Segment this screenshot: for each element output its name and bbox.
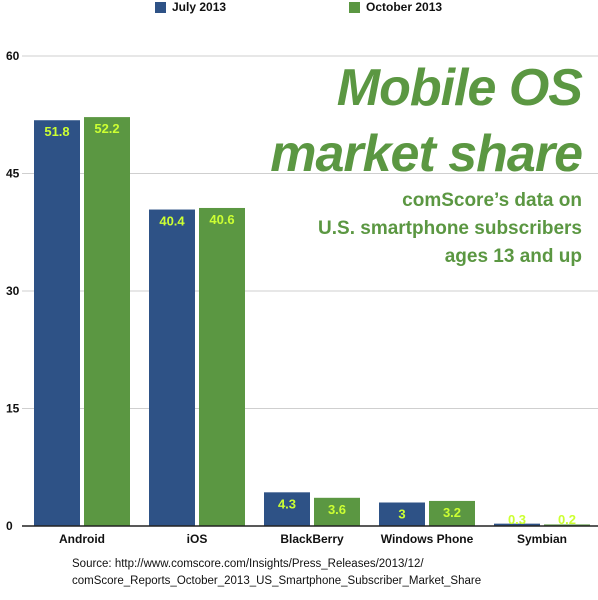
bar-ios-july bbox=[149, 209, 195, 527]
legend-october-label: October 2013 bbox=[366, 0, 443, 14]
x-category-label: Android bbox=[59, 532, 105, 546]
y-tick-label: 30 bbox=[6, 284, 20, 298]
data-label: 0.3 bbox=[508, 512, 526, 527]
legend-october-swatch bbox=[349, 1, 360, 13]
bar-ios-october bbox=[199, 207, 245, 526]
source-line2: comScore_Reports_October_2013_US_Smartph… bbox=[72, 575, 482, 587]
chart-title-line2: market share bbox=[270, 125, 583, 183]
legend-july-swatch bbox=[155, 1, 166, 13]
data-label: 40.6 bbox=[209, 212, 234, 227]
data-label: 40.4 bbox=[159, 214, 185, 229]
data-label: 0.2 bbox=[558, 512, 576, 527]
y-tick-label: 60 bbox=[6, 49, 20, 63]
source-note: Source: http://www.comscore.com/Insights… bbox=[72, 556, 481, 590]
bar-android-july bbox=[34, 120, 80, 526]
y-tick-label: 15 bbox=[6, 402, 20, 416]
x-category-label: iOS bbox=[187, 532, 208, 546]
chart-subtitle-line2: U.S. smartphone subscribers bbox=[318, 218, 582, 239]
x-category-label: Windows Phone bbox=[381, 532, 474, 546]
bar-blackberry-july bbox=[264, 492, 310, 526]
source-line1: Source: http://www.comscore.com/Insights… bbox=[72, 558, 424, 570]
y-tick-label: 0 bbox=[6, 519, 13, 533]
data-label: 3 bbox=[398, 507, 405, 522]
legend-october: October 2013 bbox=[349, 0, 442, 14]
legend-july-label: July 2013 bbox=[172, 0, 227, 14]
bar-blackberry-october bbox=[314, 497, 360, 526]
x-category-label: Symbian bbox=[517, 532, 567, 546]
bar-windows-phone-july bbox=[379, 502, 425, 526]
data-label: 3.6 bbox=[328, 502, 346, 517]
y-tick-label: 45 bbox=[6, 167, 20, 181]
bar-android-october bbox=[84, 117, 130, 526]
data-label: 3.2 bbox=[443, 505, 461, 520]
data-label: 51.8 bbox=[44, 124, 69, 139]
chart-title-line1: Mobile OS bbox=[336, 59, 583, 117]
chart-subtitle-line1: comScore’s data on bbox=[402, 190, 582, 211]
x-category-label: BlackBerry bbox=[280, 532, 344, 546]
data-label: 4.3 bbox=[278, 496, 296, 511]
legend-july: July 2013 bbox=[155, 0, 226, 14]
data-label: 52.2 bbox=[94, 121, 119, 136]
bar-windows-phone-october bbox=[429, 500, 475, 526]
bar-symbian-july bbox=[494, 523, 540, 526]
bar-symbian-october bbox=[544, 524, 590, 526]
chart-subtitle-line3: ages 13 and up bbox=[444, 246, 582, 267]
